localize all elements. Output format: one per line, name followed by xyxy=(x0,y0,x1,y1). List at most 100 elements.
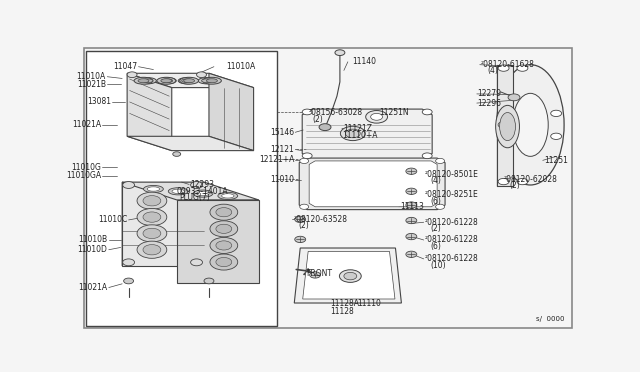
Circle shape xyxy=(123,259,134,266)
Text: 11021B: 11021B xyxy=(77,80,106,89)
Polygon shape xyxy=(122,182,259,283)
Text: (4): (4) xyxy=(430,176,441,186)
Circle shape xyxy=(406,202,417,208)
Ellipse shape xyxy=(180,77,198,84)
Text: 11010: 11010 xyxy=(270,175,294,185)
Text: 15146: 15146 xyxy=(270,128,294,137)
Text: 11128: 11128 xyxy=(330,307,354,315)
Ellipse shape xyxy=(497,65,564,185)
Polygon shape xyxy=(209,73,253,151)
Text: (6): (6) xyxy=(430,196,441,206)
Text: 11128A: 11128A xyxy=(330,298,359,308)
Circle shape xyxy=(406,251,417,257)
Text: (2): (2) xyxy=(299,221,310,230)
Text: (10): (10) xyxy=(430,261,446,270)
Text: 12293: 12293 xyxy=(190,180,214,189)
Circle shape xyxy=(210,237,237,253)
Ellipse shape xyxy=(172,189,184,193)
Circle shape xyxy=(517,65,528,71)
Circle shape xyxy=(310,272,321,278)
Ellipse shape xyxy=(134,77,153,84)
Circle shape xyxy=(295,216,306,222)
Text: 12279: 12279 xyxy=(477,89,501,99)
Text: ²08120-8501E: ²08120-8501E xyxy=(425,170,479,179)
Polygon shape xyxy=(177,200,259,283)
Circle shape xyxy=(550,133,562,140)
Circle shape xyxy=(335,50,345,55)
Ellipse shape xyxy=(138,79,149,83)
Circle shape xyxy=(143,228,161,238)
Ellipse shape xyxy=(143,185,163,193)
Circle shape xyxy=(216,208,232,217)
Ellipse shape xyxy=(513,93,548,156)
Circle shape xyxy=(406,217,417,224)
Circle shape xyxy=(340,126,365,141)
Circle shape xyxy=(210,204,237,220)
Text: ²08156-63028: ²08156-63028 xyxy=(308,108,362,117)
Text: 11110: 11110 xyxy=(356,298,381,308)
Ellipse shape xyxy=(182,79,193,83)
Circle shape xyxy=(216,241,232,250)
Circle shape xyxy=(346,129,360,138)
Polygon shape xyxy=(300,158,445,210)
Circle shape xyxy=(344,272,356,280)
Circle shape xyxy=(191,259,202,266)
Ellipse shape xyxy=(147,187,159,191)
Text: (4): (4) xyxy=(487,67,498,76)
Circle shape xyxy=(137,208,167,226)
Ellipse shape xyxy=(198,78,216,84)
Text: ²08120-8251E: ²08120-8251E xyxy=(425,190,479,199)
Polygon shape xyxy=(309,161,437,207)
Text: 11251: 11251 xyxy=(544,156,568,165)
Circle shape xyxy=(517,179,528,185)
Ellipse shape xyxy=(495,105,520,148)
Circle shape xyxy=(508,94,520,101)
Text: FRONT: FRONT xyxy=(306,269,332,278)
Circle shape xyxy=(204,278,214,284)
Text: (2): (2) xyxy=(509,181,520,190)
Text: ²08120-63528: ²08120-63528 xyxy=(293,215,348,224)
Ellipse shape xyxy=(178,78,196,84)
Polygon shape xyxy=(122,182,259,200)
Text: ²08120-61628: ²08120-61628 xyxy=(481,60,534,69)
Circle shape xyxy=(406,168,417,174)
Text: s/  0000: s/ 0000 xyxy=(536,316,565,322)
Text: 12121+A: 12121+A xyxy=(259,155,294,164)
Circle shape xyxy=(143,244,161,255)
Circle shape xyxy=(302,109,312,115)
Text: 11010A: 11010A xyxy=(227,62,255,71)
Circle shape xyxy=(210,221,237,237)
Text: (2): (2) xyxy=(312,115,323,124)
Ellipse shape xyxy=(197,192,209,196)
Ellipse shape xyxy=(207,79,218,83)
Circle shape xyxy=(173,152,180,156)
Circle shape xyxy=(371,113,383,120)
Polygon shape xyxy=(302,109,432,159)
Text: 11251N: 11251N xyxy=(380,108,409,117)
Circle shape xyxy=(498,179,509,185)
Text: ²08120-61228: ²08120-61228 xyxy=(425,218,479,227)
Circle shape xyxy=(143,196,161,206)
Circle shape xyxy=(137,192,167,209)
Ellipse shape xyxy=(168,188,188,195)
Circle shape xyxy=(143,212,161,222)
Text: 00933-1401A: 00933-1401A xyxy=(177,187,228,196)
Text: 11021A: 11021A xyxy=(72,121,101,129)
Ellipse shape xyxy=(161,79,172,83)
Ellipse shape xyxy=(202,77,221,84)
Circle shape xyxy=(137,225,167,242)
Circle shape xyxy=(422,109,432,115)
Polygon shape xyxy=(497,65,513,186)
Circle shape xyxy=(498,65,509,71)
Polygon shape xyxy=(294,248,401,303)
Circle shape xyxy=(300,204,308,209)
Circle shape xyxy=(216,257,232,267)
Text: 12121: 12121 xyxy=(271,145,294,154)
Circle shape xyxy=(406,188,417,195)
Circle shape xyxy=(191,182,202,189)
Polygon shape xyxy=(127,73,253,87)
Polygon shape xyxy=(303,251,395,299)
Text: 11140: 11140 xyxy=(352,57,376,66)
Circle shape xyxy=(216,224,232,233)
Text: 11047: 11047 xyxy=(113,62,137,71)
